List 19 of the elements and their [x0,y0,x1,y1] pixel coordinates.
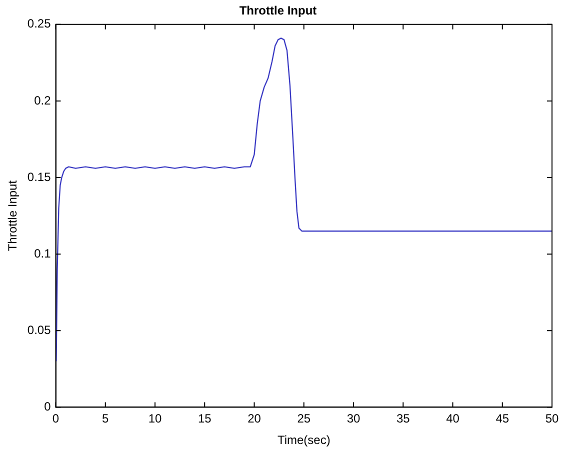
y-tick-label: 0.1 [34,246,52,260]
chart-title: Throttle Input [239,4,317,18]
x-tick-label: 25 [297,412,311,426]
y-tick-label: 0.05 [27,322,52,337]
y-axis-title: Throttle Input [6,180,20,252]
x-tick-label: 40 [446,412,460,426]
x-tick-label: 20 [248,412,262,426]
x-tick-label: 5 [102,412,110,426]
y-tick-label: 0.15 [27,170,52,184]
x-tick-label: 50 [545,412,559,426]
y-tick-label: 0 [44,400,52,414]
y-tick-label: 0.2 [34,93,52,108]
x-tick-label: 30 [346,412,360,426]
x-tick-label: 15 [198,412,212,426]
x-tick-label: 10 [148,412,162,426]
x-tick-label: 45 [496,412,510,426]
x-tick-label: 35 [396,412,410,426]
x-axis-title: Time(sec) [277,433,330,448]
y-tick-label: 0.25 [27,16,52,31]
